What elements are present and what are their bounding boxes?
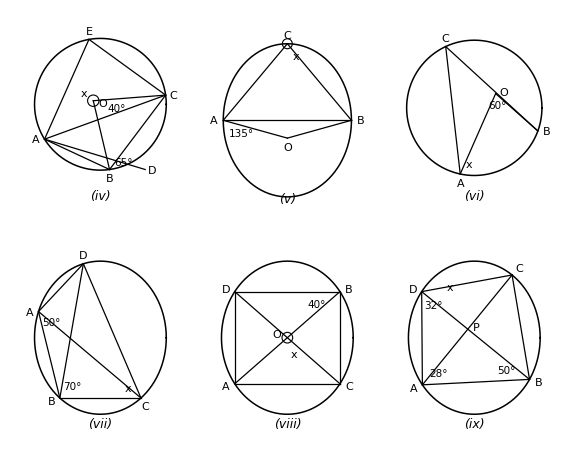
Text: 28°: 28°	[429, 369, 448, 378]
Text: B: B	[345, 285, 353, 295]
Text: C: C	[345, 381, 353, 392]
Text: E: E	[85, 28, 92, 37]
Text: 70°: 70°	[64, 381, 82, 392]
Text: (v): (v)	[279, 193, 296, 206]
Text: 50°: 50°	[43, 318, 61, 327]
Text: C: C	[170, 91, 178, 101]
Text: A: A	[26, 307, 33, 317]
Text: A: A	[210, 116, 218, 126]
Text: x: x	[466, 160, 472, 170]
Text: B: B	[357, 116, 365, 126]
Text: C: C	[516, 263, 523, 273]
Text: (vi): (vi)	[464, 189, 485, 202]
Text: x: x	[293, 52, 299, 62]
Text: A: A	[456, 178, 464, 188]
Text: B: B	[543, 127, 550, 137]
Text: 40°: 40°	[308, 299, 326, 309]
Text: 60°: 60°	[488, 101, 506, 111]
Text: C: C	[442, 34, 450, 44]
Text: (viii): (viii)	[274, 417, 301, 430]
Text: B: B	[47, 397, 55, 406]
Text: O: O	[273, 330, 281, 339]
Text: O: O	[283, 142, 292, 152]
Text: O: O	[499, 88, 508, 98]
Text: x: x	[447, 283, 453, 292]
Text: (iv): (iv)	[90, 189, 111, 202]
Text: D: D	[148, 165, 156, 175]
Text: 135°: 135°	[229, 129, 254, 139]
Text: x: x	[125, 383, 131, 393]
Text: (vii): (vii)	[88, 417, 113, 430]
Text: 32°: 32°	[424, 300, 443, 310]
Text: B: B	[535, 377, 542, 387]
Text: (ix): (ix)	[464, 417, 485, 430]
Text: A: A	[222, 381, 230, 392]
Text: x: x	[291, 349, 298, 359]
Text: 50°: 50°	[497, 365, 516, 375]
Text: D: D	[409, 285, 417, 295]
Text: D: D	[221, 285, 230, 295]
Text: D: D	[79, 251, 88, 261]
Text: P: P	[472, 323, 479, 333]
Text: A: A	[32, 135, 40, 145]
Text: B: B	[106, 173, 113, 183]
Text: C: C	[283, 31, 291, 41]
Text: x: x	[80, 89, 87, 99]
Text: 40°: 40°	[107, 104, 126, 113]
Text: C: C	[141, 401, 149, 411]
Text: O: O	[98, 99, 107, 109]
Text: 65°: 65°	[114, 158, 133, 168]
Text: A: A	[410, 383, 417, 392]
